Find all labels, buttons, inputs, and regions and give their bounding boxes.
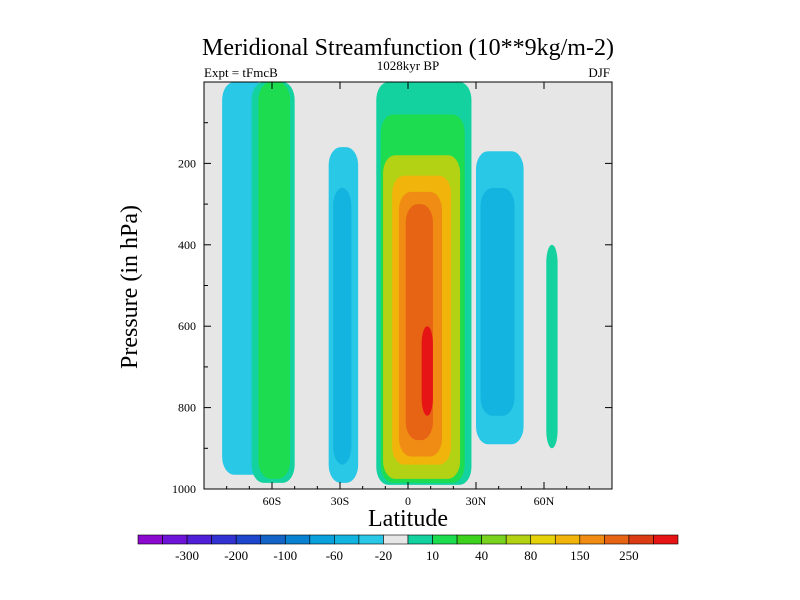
colorbar-box-2 [186, 534, 212, 545]
colorbar-box-4 [235, 534, 262, 545]
season-label: DJF [588, 65, 610, 80]
x-tick-label-4: 60N [534, 494, 555, 508]
colorbar-box-12 [432, 534, 458, 545]
colorbar: -300 -200 -100 -60 -20 10 40 80 150 250 [137, 534, 679, 563]
experiment-label: Expt = tFmcB [204, 65, 278, 80]
y-tick-label-3: 800 [178, 401, 196, 415]
contour-region-14 [546, 244, 558, 449]
colorbar-box-14 [481, 534, 507, 545]
colorbar-label-8: 150 [570, 548, 590, 563]
colorbar-box-7 [309, 534, 335, 545]
x-tick-label-3: 30N [466, 494, 487, 508]
colorbar-box-6 [284, 534, 311, 545]
colorbar-box-20 [628, 534, 654, 545]
colorbar-label-4: -20 [375, 548, 392, 563]
colorbar-label-0: -300 [175, 548, 199, 563]
colorbar-box-5 [260, 534, 286, 545]
contour-region-2 [258, 82, 291, 479]
colorbar-box-10 [383, 534, 409, 545]
colorbar-label-2: -100 [273, 548, 297, 563]
colorbar-label-5: 10 [426, 548, 439, 563]
colorbar-label-6: 40 [475, 548, 488, 563]
colorbar-label-7: 80 [524, 548, 537, 563]
colorbar-box-0 [137, 534, 163, 545]
y-axis: 200 400 600 800 1000 [172, 122, 612, 496]
contour-region-13 [480, 187, 515, 416]
x-tick-label-2: 0 [405, 494, 411, 508]
colorbar-box-9 [358, 534, 384, 545]
colorbar-box-19 [604, 534, 630, 545]
colorbar-box-16 [530, 534, 556, 545]
colorbar-box-8 [334, 534, 360, 545]
contour-region-11 [421, 326, 433, 416]
colorbar-box-15 [505, 534, 532, 545]
colorbar-box-3 [211, 534, 237, 545]
x-tick-label-0: 60S [263, 494, 282, 508]
colorbar-box-13 [456, 534, 482, 545]
y-axis-label: Pressure (in hPa) [117, 205, 143, 369]
x-axis: 60S 30S 0 30N 60N [226, 82, 590, 508]
y-tick-label-1: 400 [178, 238, 196, 252]
y-tick-label-4: 1000 [172, 482, 196, 496]
colorbar-label-9: 250 [619, 548, 639, 563]
colorbar-label-3: -60 [326, 548, 343, 563]
colorbar-label-1: -200 [224, 548, 248, 563]
contour-regions [222, 82, 558, 485]
colorbar-box-1 [162, 534, 188, 545]
colorbar-box-21 [653, 534, 679, 545]
chart-title: Meridional Streamfunction (10**9kg/m-2) [202, 35, 614, 61]
colorbar-box-11 [407, 534, 433, 545]
contour-region-4 [333, 187, 352, 465]
y-tick-label-0: 200 [178, 156, 196, 170]
colorbar-box-17 [554, 534, 581, 545]
y-tick-label-2: 600 [178, 319, 196, 333]
x-tick-label-1: 30S [331, 494, 350, 508]
time-label: 1028kyr BP [377, 58, 439, 73]
colorbar-box-18 [579, 534, 605, 545]
x-axis-label: Latitude [368, 506, 448, 532]
